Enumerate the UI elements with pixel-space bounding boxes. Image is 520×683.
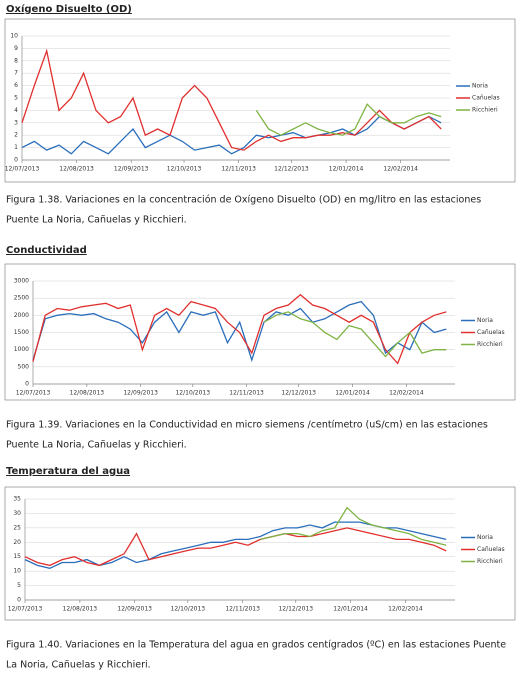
y-tick-label: 0 — [14, 157, 18, 164]
section-heading: Conductividad — [6, 245, 87, 256]
y-tick-label: 5 — [17, 582, 21, 589]
y-tick-label: 4 — [14, 107, 18, 114]
y-tick-label: 5 — [14, 95, 18, 102]
y-tick-label: 20 — [13, 539, 21, 546]
y-tick-label: 1 — [14, 144, 18, 151]
legend-label: Ricchieri — [477, 558, 503, 565]
figure-caption: Figura 1.39. Variaciones en la Conductiv… — [6, 420, 488, 431]
x-tick-label: 12/07/2013 — [8, 606, 43, 613]
legend-label: Cañuelas — [472, 95, 500, 102]
legend-label: Ricchieri — [477, 341, 503, 348]
x-tick-label: 12/09/2013 — [123, 390, 158, 397]
figure-caption: La Noria, Cañuelas y Ricchieri. — [6, 660, 151, 671]
series-line — [32, 300, 447, 363]
series-line — [255, 103, 442, 136]
figure-caption: Figura 1.40. Variaciones en la Temperatu… — [6, 640, 506, 651]
y-tick-label: 25 — [13, 524, 21, 531]
series-line — [32, 293, 447, 365]
x-tick-label: 12/12/2013 — [281, 390, 316, 397]
legend-label: Noria — [472, 83, 488, 90]
x-tick-label: 12/10/2013 — [171, 606, 206, 613]
x-tick-label: 12/10/2013 — [175, 390, 210, 397]
y-tick-label: 10 — [13, 568, 21, 575]
figure-caption: Puente La Noria, Cañuelas y Ricchieri. — [6, 440, 187, 451]
x-tick-label: 12/07/2013 — [5, 166, 40, 173]
x-tick-label: 12/09/2013 — [114, 166, 149, 173]
x-tick-label: 12/01/2014 — [335, 390, 370, 397]
series-line — [21, 48, 442, 151]
x-tick-label: 12/11/2013 — [229, 390, 264, 397]
x-tick-label: 12/07/2013 — [16, 390, 51, 397]
y-tick-label: 2000 — [14, 312, 29, 319]
x-tick-label: 12/02/2014 — [388, 606, 423, 613]
y-tick-label: 0 — [17, 597, 21, 604]
series-line — [21, 115, 442, 155]
y-tick-label: 3000 — [14, 278, 29, 285]
series-line — [260, 506, 447, 546]
x-tick-label: 12/08/2013 — [63, 606, 98, 613]
x-tick-label: 12/11/2013 — [225, 606, 260, 613]
legend-label: Noria — [477, 317, 493, 324]
y-tick-label: 2 — [14, 132, 18, 139]
series-line — [24, 521, 447, 569]
y-tick-label: 0 — [25, 381, 29, 388]
y-tick-label: 500 — [18, 363, 30, 370]
y-tick-label: 1000 — [14, 346, 29, 353]
chart-frame — [4, 18, 516, 183]
chart-frame — [4, 486, 516, 621]
x-tick-label: 12/08/2013 — [70, 390, 105, 397]
x-tick-label: 12/12/2013 — [274, 166, 309, 173]
x-tick-label: 12/10/2013 — [167, 166, 202, 173]
y-tick-label: 6 — [14, 82, 18, 89]
section-heading: Oxígeno Disuelto (OD) — [6, 3, 132, 15]
y-tick-label: 8 — [14, 57, 18, 64]
y-tick-label: 9 — [14, 45, 18, 52]
legend-label: Noria — [477, 534, 493, 541]
y-tick-label: 7 — [14, 70, 18, 77]
x-tick-label: 12/11/2013 — [221, 166, 256, 173]
x-tick-label: 12/12/2013 — [278, 606, 313, 613]
y-tick-label: 15 — [13, 553, 21, 560]
x-tick-label: 12/08/2013 — [59, 166, 94, 173]
y-tick-label: 10 — [10, 33, 18, 40]
series-line — [24, 527, 447, 567]
x-tick-label: 12/01/2014 — [333, 606, 368, 613]
x-tick-label: 12/01/2014 — [329, 166, 364, 173]
figure-caption: Puente La Noria, Cañuelas y Ricchieri. — [6, 215, 187, 226]
legend-label: Cañuelas — [477, 329, 505, 336]
section-heading: Temperatura del agua — [6, 466, 130, 477]
x-tick-label: 12/02/2014 — [383, 166, 418, 173]
x-tick-label: 12/02/2014 — [389, 390, 424, 397]
x-tick-label: 12/09/2013 — [117, 606, 152, 613]
y-tick-label: 35 — [13, 496, 21, 503]
y-tick-label: 1500 — [14, 329, 29, 336]
figure-caption: Figura 1.38. Variaciones en la concentra… — [6, 195, 481, 206]
y-tick-label: 3 — [14, 119, 18, 126]
y-tick-label: 2500 — [14, 295, 29, 302]
legend-label: Ricchieri — [472, 107, 498, 114]
legend-label: Cañuelas — [477, 546, 505, 553]
chart-frame — [4, 263, 516, 401]
y-tick-label: 30 — [13, 510, 21, 517]
series-line — [263, 311, 447, 358]
